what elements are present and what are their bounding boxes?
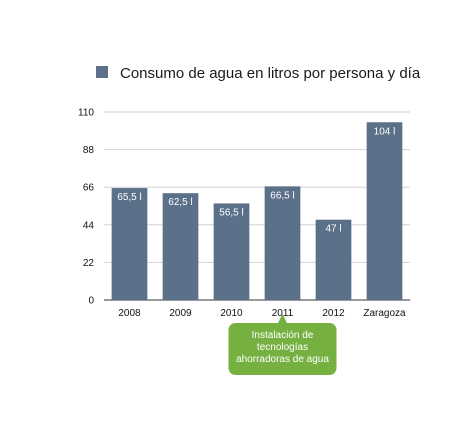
- bar-value-label: 47 l: [325, 224, 341, 235]
- bar: [213, 203, 250, 300]
- x-tick-label: 2009: [169, 308, 192, 319]
- y-tick-label: 22: [83, 258, 95, 269]
- y-tick-label: 44: [83, 220, 95, 231]
- callout-text-line: Instalación de: [252, 330, 314, 341]
- legend: Consumo de agua en litros por persona y …: [96, 65, 421, 82]
- legend-label: Consumo de agua en litros por persona y …: [120, 65, 421, 82]
- bar: [162, 193, 199, 300]
- bar-value-label: 62,5 l: [168, 197, 192, 208]
- grid: [104, 111, 410, 301]
- bar: [111, 188, 148, 300]
- bar: [264, 186, 301, 300]
- bar-value-label: 66,5 l: [270, 190, 294, 201]
- x-tick-label: Zaragoza: [363, 308, 406, 319]
- bar: [366, 122, 403, 300]
- y-tick-label: 110: [78, 108, 94, 119]
- y-tick-label: 0: [88, 296, 94, 307]
- bar-value-label: 56,5 l: [219, 207, 243, 218]
- callout-text-line: ahorradoras de agua: [236, 354, 329, 365]
- callout-pointer: [277, 314, 288, 324]
- x-tick-label: 2012: [322, 308, 345, 319]
- bar: [315, 219, 352, 300]
- y-axis-ticks: 0 22 44 66 88 110: [78, 108, 94, 307]
- callout-box: [228, 323, 337, 375]
- bar-value-label: 65,5 l: [117, 192, 141, 203]
- y-tick-label: 66: [83, 183, 95, 194]
- x-tick-label: 2008: [118, 308, 141, 319]
- x-tick-label: 2010: [220, 308, 243, 319]
- bars: 65,5 l 62,5 l 56,5 l 66,5 l 47 l 104 l: [111, 122, 403, 300]
- x-axis-labels: 2008 2009 2010 2011 2012 Zaragoza: [118, 308, 406, 319]
- y-tick-label: 88: [83, 145, 95, 156]
- callout-text-line: tecnologías: [257, 342, 308, 353]
- legend-swatch: [96, 66, 108, 78]
- bar-value-label: 104 l: [374, 126, 396, 137]
- x-tick-label: 2011: [272, 308, 294, 319]
